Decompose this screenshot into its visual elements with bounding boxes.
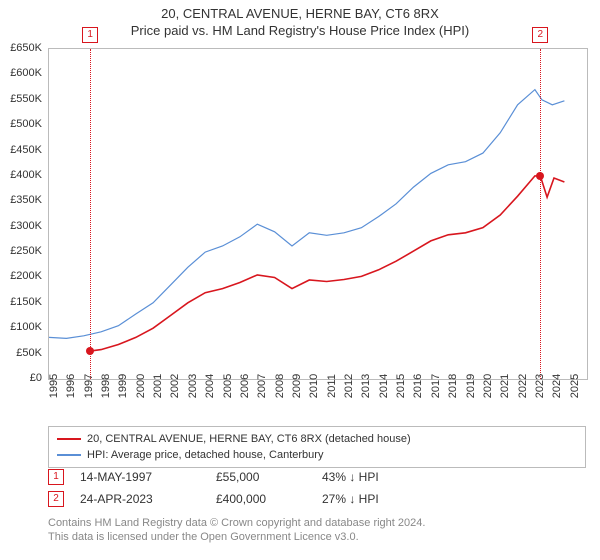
annotation-price: £400,000 [216,492,306,506]
annotation-price: £55,000 [216,470,306,484]
series-line-price_paid [90,176,564,351]
data-point [86,347,94,355]
y-tick-label: £150K [0,296,42,308]
y-tick-label: £250K [0,245,42,257]
annotation-marker: 2 [48,491,64,507]
footer: Contains HM Land Registry data © Crown c… [48,516,586,545]
x-tick-label: 2001 [152,374,164,398]
x-tick-label: 2016 [412,374,424,398]
y-tick-label: £500K [0,118,42,130]
x-tick-label: 2010 [308,374,320,398]
x-tick-label: 2017 [430,374,442,398]
chart-lines [49,49,587,379]
x-tick-label: 2015 [395,374,407,398]
annotation-row: 1 14-MAY-1997 £55,000 43% ↓ HPI [48,466,586,488]
legend-row: HPI: Average price, detached house, Cant… [57,447,577,463]
x-tick-label: 2012 [343,374,355,398]
annotation-date: 14-MAY-1997 [80,470,200,484]
marker-line [540,49,541,379]
y-tick-label: £600K [0,67,42,79]
footer-line1: Contains HM Land Registry data © Crown c… [48,516,586,530]
annotation-date: 24-APR-2023 [80,492,200,506]
x-tick-label: 2014 [378,374,390,398]
annotation-table: 1 14-MAY-1997 £55,000 43% ↓ HPI 2 24-APR… [48,466,586,510]
x-tick-label: 2023 [534,374,546,398]
legend-swatch [57,438,81,440]
x-tick-label: 2006 [239,374,251,398]
x-tick-label: 1996 [65,374,77,398]
data-point [536,172,544,180]
x-tick-label: 2003 [187,374,199,398]
marker-box: 1 [82,27,98,43]
marker-box: 2 [532,27,548,43]
y-tick-label: £0 [0,372,42,384]
x-tick-label: 1995 [48,374,60,398]
y-tick-label: £650K [0,42,42,54]
x-tick-label: 2002 [169,374,181,398]
legend-label: HPI: Average price, detached house, Cant… [87,449,323,461]
y-tick-label: £350K [0,194,42,206]
annotation-pct: 27% ↓ HPI [322,492,432,506]
y-tick-label: £200K [0,270,42,282]
y-tick-label: £400K [0,169,42,181]
x-tick-label: 2009 [291,374,303,398]
x-tick-label: 2013 [360,374,372,398]
x-tick-label: 2011 [326,374,338,398]
x-tick-label: 2007 [256,374,268,398]
annotation-row: 2 24-APR-2023 £400,000 27% ↓ HPI [48,488,586,510]
x-tick-label: 2022 [517,374,529,398]
y-tick-label: £50K [0,347,42,359]
y-tick-label: £550K [0,93,42,105]
y-tick-label: £300K [0,220,42,232]
legend: 20, CENTRAL AVENUE, HERNE BAY, CT6 8RX (… [48,426,586,468]
annotation-pct: 43% ↓ HPI [322,470,432,484]
plot-area: 12 [48,48,588,380]
y-tick-label: £100K [0,321,42,333]
x-tick-label: 2008 [274,374,286,398]
legend-row: 20, CENTRAL AVENUE, HERNE BAY, CT6 8RX (… [57,431,577,447]
x-tick-label: 2024 [551,374,563,398]
legend-swatch [57,454,81,456]
y-tick-label: £450K [0,144,42,156]
x-tick-label: 1997 [83,374,95,398]
chart-area: 12 £0£50K£100K£150K£200K£250K£300K£350K£… [48,48,586,378]
x-tick-label: 1998 [100,374,112,398]
title-address: 20, CENTRAL AVENUE, HERNE BAY, CT6 8RX [0,6,600,21]
legend-label: 20, CENTRAL AVENUE, HERNE BAY, CT6 8RX (… [87,433,411,445]
series-line-hpi [49,90,564,339]
annotation-marker: 1 [48,469,64,485]
x-tick-label: 2021 [499,374,511,398]
x-tick-label: 2005 [222,374,234,398]
x-tick-label: 2004 [204,374,216,398]
chart-container: 20, CENTRAL AVENUE, HERNE BAY, CT6 8RX P… [0,0,600,560]
x-tick-label: 2025 [569,374,581,398]
marker-line [90,49,91,379]
x-tick-label: 2020 [482,374,494,398]
footer-line2: This data is licensed under the Open Gov… [48,530,586,544]
x-tick-label: 2000 [135,374,147,398]
x-tick-label: 2018 [447,374,459,398]
x-tick-label: 2019 [465,374,477,398]
x-tick-label: 1999 [117,374,129,398]
